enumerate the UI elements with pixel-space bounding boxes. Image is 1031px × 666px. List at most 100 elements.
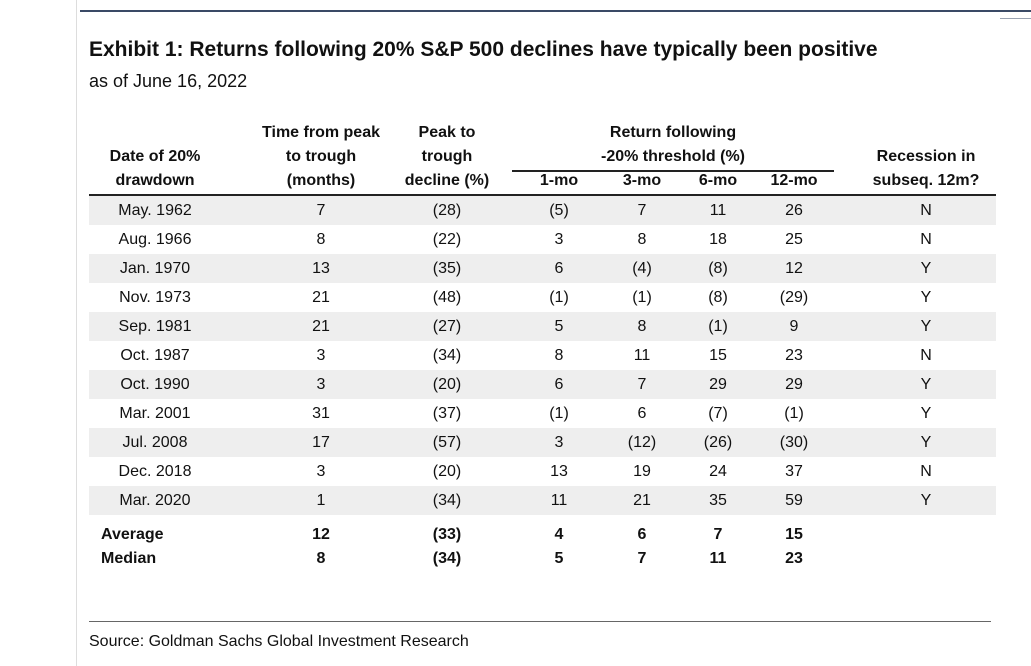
cell-date: Mar. 2001 — [119, 405, 191, 422]
cell-ret-1mo: 11 — [550, 492, 568, 509]
cell-ret-12mo: 9 — [789, 318, 799, 335]
header-date-line2: drawdown — [115, 172, 195, 189]
summary-cell-ret-12mo: 23 — [785, 550, 803, 567]
cell-recession: Y — [920, 289, 932, 306]
cell-recession: Y — [920, 434, 932, 451]
exhibit-subtitle: as of June 16, 2022 — [89, 71, 248, 91]
header-time-line3: (months) — [286, 172, 356, 189]
cell-ret-6mo: 11 — [709, 202, 727, 219]
cell-ret-1mo: 3 — [554, 231, 564, 248]
summary-label: Median — [101, 550, 157, 567]
summary-cell-peak: (34) — [432, 550, 462, 567]
cell-ret-1mo: (5) — [549, 202, 569, 219]
cell-date: Sep. 1981 — [118, 318, 192, 335]
cell-ret-12mo: (29) — [779, 289, 809, 306]
header-peak-line1: Peak to — [418, 124, 476, 141]
cell-recession: Y — [920, 260, 932, 277]
header-12mo: 12-mo — [770, 172, 818, 189]
cell-ret-1mo: (1) — [549, 289, 569, 306]
cell-ret-12mo: 37 — [785, 463, 803, 480]
cell-time: 17 — [312, 434, 330, 451]
summary-cell-ret-3mo: 7 — [637, 550, 647, 567]
summary-cell-time: 8 — [316, 550, 326, 567]
top-right-rule — [1000, 18, 1031, 19]
cell-ret-1mo: (1) — [549, 405, 569, 422]
header-1mo: 1-mo — [539, 172, 579, 189]
cell-ret-6mo: 18 — [709, 231, 727, 248]
cell-date: Oct. 1987 — [120, 347, 190, 364]
cell-date: Jan. 1970 — [119, 260, 191, 277]
header-recession-line1: Recession in — [876, 148, 976, 165]
table-row: Jul. 2008 17 (57) 3 (12) (26) (30) Y — [89, 428, 996, 457]
header-time: Time from peak to trough (months) — [237, 121, 405, 193]
cell-time: 1 — [316, 492, 326, 509]
cell-date: May. 1962 — [118, 202, 192, 219]
summary-cell-ret-6mo: 11 — [709, 550, 727, 567]
table-row: Nov. 1973 21 (48) (1) (1) (8) (29) Y — [89, 283, 996, 312]
cell-date: Mar. 2020 — [119, 492, 191, 509]
cell-ret-3mo: 7 — [637, 376, 647, 393]
cell-ret-1mo: 8 — [554, 347, 564, 364]
cell-recession: Y — [920, 318, 932, 335]
cell-ret-12mo: 59 — [785, 492, 803, 509]
left-edge-rule — [76, 0, 77, 666]
cell-time: 31 — [312, 405, 330, 422]
header-rule — [89, 194, 996, 196]
cell-peak: (34) — [432, 492, 462, 509]
cell-recession: N — [920, 347, 932, 364]
cell-ret-12mo: 12 — [785, 260, 803, 277]
cell-recession: N — [920, 202, 932, 219]
table-row: Dec. 2018 3 (20) 13 19 24 37 N — [89, 457, 996, 486]
cell-ret-12mo: 29 — [785, 376, 803, 393]
cell-time: 3 — [316, 347, 326, 364]
summary-rows: Average 12 (33) 4 6 7 15 Median 8 (34) 5 7 11 23 — [89, 523, 996, 571]
cell-recession: Y — [920, 376, 932, 393]
summary-row: Median 8 (34) 5 7 11 23 — [89, 547, 996, 571]
cell-peak: (20) — [432, 376, 462, 393]
cell-ret-6mo: (7) — [708, 405, 728, 422]
cell-ret-6mo: (26) — [703, 434, 733, 451]
cell-recession: N — [920, 463, 932, 480]
cell-peak: (22) — [432, 231, 462, 248]
cell-ret-1mo: 5 — [554, 318, 564, 335]
summary-cell-ret-1mo: 5 — [554, 550, 564, 567]
cell-ret-6mo: 29 — [709, 376, 727, 393]
summary-label: Average — [101, 526, 164, 543]
cell-peak: (48) — [432, 289, 462, 306]
cell-peak: (28) — [432, 202, 462, 219]
cell-date: Dec. 2018 — [118, 463, 192, 480]
table-row: Sep. 1981 21 (27) 5 8 (1) 9 Y — [89, 312, 996, 341]
table-row: Oct. 1990 3 (20) 6 7 29 29 Y — [89, 370, 996, 399]
cell-recession: Y — [920, 492, 932, 509]
cell-ret-12mo: (30) — [779, 434, 809, 451]
summary-cell-ret-3mo: 6 — [637, 526, 647, 543]
header-date-line1: Date of 20% — [109, 148, 201, 165]
header-date: Date of 20% drawdown — [89, 145, 221, 193]
cell-ret-6mo: (8) — [708, 260, 728, 277]
cell-ret-3mo: 21 — [633, 492, 651, 509]
table-row: Mar. 2020 1 (34) 11 21 35 59 Y — [89, 486, 996, 515]
table-row: Oct. 1987 3 (34) 8 11 15 23 N — [89, 341, 996, 370]
cell-time: 7 — [316, 202, 326, 219]
header-recession: Recession in subseq. 12m? — [865, 145, 987, 193]
header-6mo: 6-mo — [698, 172, 738, 189]
cell-time: 8 — [316, 231, 326, 248]
cell-ret-3mo: (1) — [632, 289, 652, 306]
header-peak-line2: trough — [421, 148, 473, 165]
header-peak-line3: decline (%) — [404, 172, 490, 189]
header-return-line1: Return following — [609, 124, 737, 141]
cell-ret-12mo: 25 — [785, 231, 803, 248]
cell-peak: (20) — [432, 463, 462, 480]
cell-ret-12mo: 23 — [785, 347, 803, 364]
table-row: Mar. 2001 31 (37) (1) 6 (7) (1) Y — [89, 399, 996, 428]
cell-time: 21 — [312, 289, 330, 306]
cell-peak: (34) — [432, 347, 462, 364]
header-3mo: 3-mo — [622, 172, 662, 189]
cell-ret-6mo: (8) — [708, 289, 728, 306]
header-time-line1: Time from peak — [262, 124, 380, 141]
cell-ret-6mo: 15 — [709, 347, 727, 364]
cell-date: Nov. 1973 — [119, 289, 191, 306]
return-group-rule — [512, 170, 834, 172]
cell-ret-3mo: (12) — [627, 434, 657, 451]
cell-ret-3mo: (4) — [632, 260, 652, 277]
